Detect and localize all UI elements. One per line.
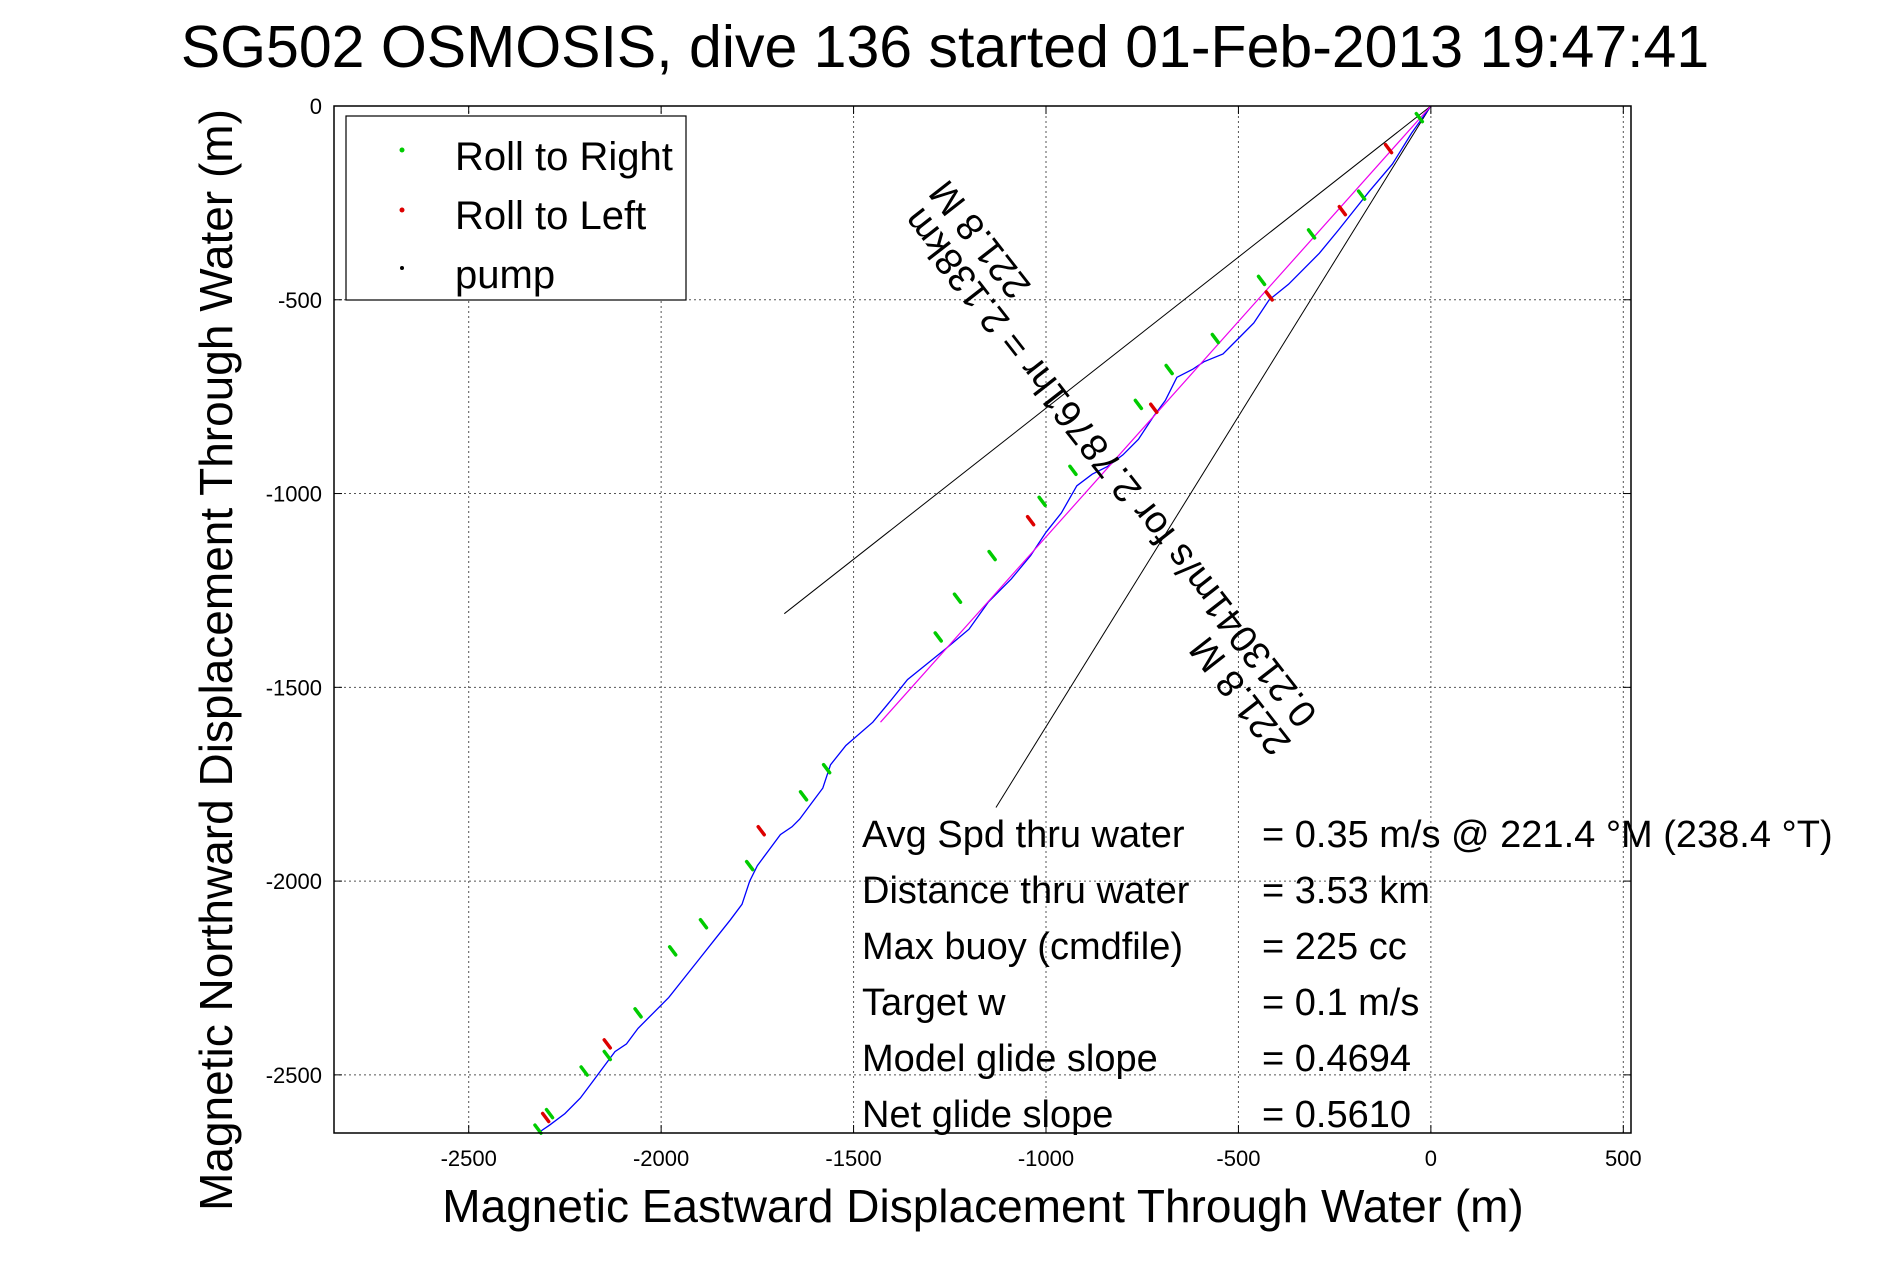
chart-title: SG502 OSMOSIS, dive 136 started 01-Feb-2… bbox=[181, 14, 1709, 80]
x-tick-label: 500 bbox=[1605, 1146, 1642, 1171]
stats-label: Net glide slope bbox=[862, 1094, 1113, 1136]
cone-line bbox=[995, 105, 1432, 808]
roll-right-point bbox=[579, 1065, 589, 1077]
roll-left-point bbox=[540, 1111, 551, 1124]
roll-left-point bbox=[1025, 514, 1036, 527]
stats-label: Avg Spd thru water bbox=[862, 814, 1185, 856]
roll-right-point bbox=[667, 945, 678, 957]
legend-marker-pump bbox=[400, 266, 404, 270]
y-axis-ticks: 0 -500 -1000 -1500 -2000 -2500 bbox=[266, 94, 1631, 1088]
stats-value: = 0.4694 bbox=[1262, 1038, 1411, 1080]
y-tick-label: -1500 bbox=[266, 675, 322, 700]
legend-label-pump: pump bbox=[455, 253, 555, 297]
x-axis-ticks: -2500 -2000 -1500 -1000 -500 0 500 bbox=[441, 106, 1642, 1171]
roll-left-point bbox=[1337, 204, 1348, 217]
legend-marker-roll-right bbox=[399, 147, 405, 153]
roll-right-point bbox=[1306, 228, 1317, 240]
roll-right-point bbox=[798, 790, 809, 802]
roll-right-point bbox=[952, 592, 963, 604]
legend-label-roll-left: Roll to Left bbox=[455, 194, 646, 238]
stats-label: Max buoy (cmdfile) bbox=[862, 926, 1183, 968]
roll-right-point bbox=[1037, 495, 1047, 508]
x-tick-label: -2000 bbox=[633, 1146, 689, 1171]
y-axis-label: Magnetic Northward Displacement Through … bbox=[190, 109, 242, 1211]
x-axis-label: Magnetic Eastward Displacement Through W… bbox=[442, 1180, 1523, 1232]
roll-left-point bbox=[756, 824, 766, 837]
stats-value: = 225 cc bbox=[1262, 926, 1407, 968]
y-tick-label: -1000 bbox=[266, 482, 322, 507]
x-tick-label: -500 bbox=[1216, 1146, 1260, 1171]
roll-left-point bbox=[602, 1038, 613, 1050]
roll-right-point bbox=[633, 1007, 643, 1019]
legend: Roll to Right Roll to Left pump bbox=[345, 115, 687, 301]
roll-right-point bbox=[744, 859, 755, 872]
x-tick-label: 0 bbox=[1425, 1146, 1437, 1171]
roll-right-point bbox=[1414, 111, 1425, 124]
stats-value: = 3.53 km bbox=[1262, 870, 1430, 912]
roll-right-point bbox=[1210, 332, 1221, 345]
roll-left-point bbox=[1149, 402, 1159, 415]
y-tick-label: -2500 bbox=[266, 1063, 322, 1088]
roll-right-point bbox=[698, 917, 709, 930]
roll-right-point bbox=[1068, 464, 1078, 477]
roll-right-point bbox=[533, 1123, 543, 1135]
y-tick-label: 0 bbox=[310, 94, 322, 119]
stats-value: = 0.5610 bbox=[1262, 1094, 1411, 1136]
roll-right-point bbox=[821, 762, 832, 775]
heading-cone bbox=[783, 105, 1432, 808]
cone-line bbox=[783, 105, 1432, 615]
roll-left-point bbox=[1264, 290, 1274, 302]
roll-right-point bbox=[933, 631, 943, 643]
roll-markers bbox=[533, 111, 1425, 1135]
stats-label: Model glide slope bbox=[862, 1038, 1158, 1080]
roll-right-point bbox=[987, 549, 997, 562]
stats-label: Distance thru water bbox=[862, 870, 1190, 912]
roll-right-point bbox=[544, 1107, 555, 1120]
legend-marker-roll-left bbox=[399, 207, 405, 213]
x-tick-label: -1500 bbox=[825, 1146, 881, 1171]
roll-left-point bbox=[1383, 142, 1394, 155]
stats-value: = 0.35 m/s @ 221.4 °M (238.4 °T) bbox=[1262, 814, 1833, 856]
stats-label: Target w bbox=[862, 982, 1006, 1024]
roll-right-point bbox=[1133, 398, 1144, 411]
legend-label-roll-right: Roll to Right bbox=[455, 135, 673, 179]
plot-area-border bbox=[333, 105, 1632, 1134]
roll-right-point bbox=[1256, 274, 1267, 287]
y-tick-label: -500 bbox=[278, 288, 322, 313]
x-tick-label: -2500 bbox=[441, 1146, 497, 1171]
stats-value: = 0.1 m/s bbox=[1262, 982, 1419, 1024]
roll-right-point bbox=[1356, 189, 1367, 201]
roll-right-point bbox=[602, 1049, 613, 1062]
x-tick-label: -1000 bbox=[1018, 1146, 1074, 1171]
roll-right-point bbox=[1164, 363, 1174, 376]
stats-block: Avg Spd thru water = 0.35 m/s @ 221.4 °M … bbox=[862, 814, 1833, 1136]
track-line bbox=[537, 105, 1432, 1134]
y-tick-label: -2000 bbox=[266, 869, 322, 894]
